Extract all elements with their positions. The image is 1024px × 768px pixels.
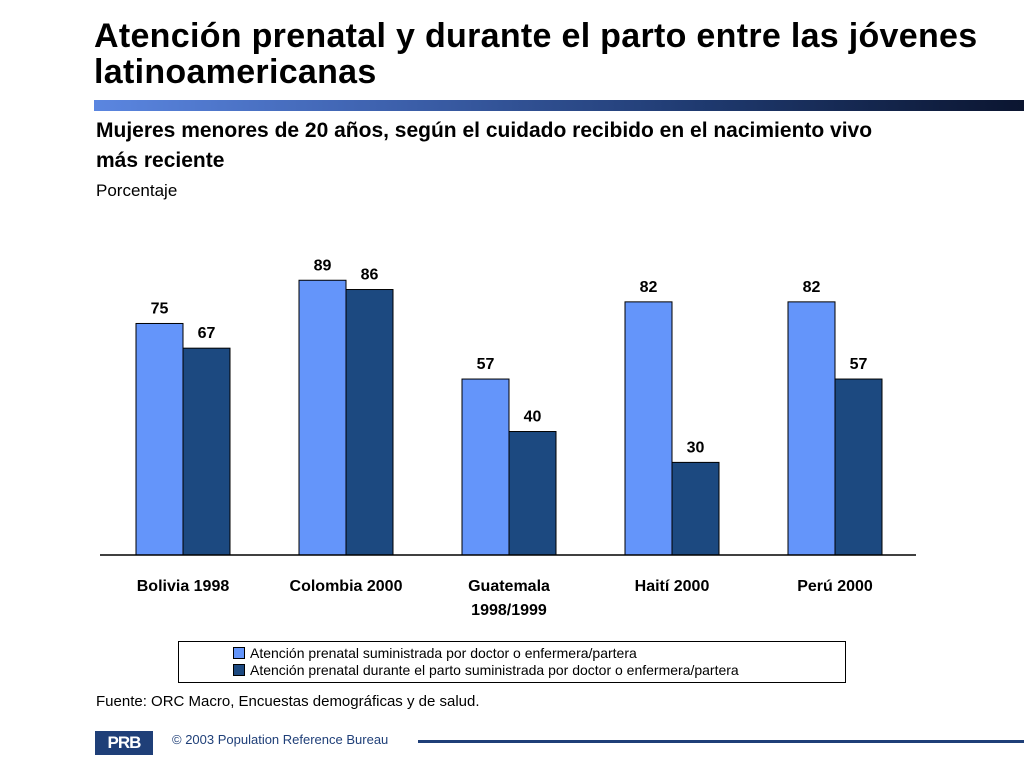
bar-chart: 75 67 Bolivia 1998 89 86 Colombia 2000 57 40 Gua… [100, 257, 916, 619]
source-note: Fuente: ORC Macro, Encuestas demográfica… [96, 693, 480, 710]
bar-1-1 [298, 279, 347, 556]
prb-logo: PRB [95, 731, 153, 755]
footer-divider [418, 740, 1024, 743]
data-label-2-1: 86 [361, 267, 379, 284]
data-label-2-3: 30 [687, 439, 705, 456]
x-tick-label-0: Bolivia 1998 [137, 578, 230, 595]
bar-2-1 [345, 289, 394, 556]
legend-item-series-2: Atención prenatal durante el parto sumin… [233, 662, 739, 678]
bar-1-2 [461, 378, 510, 556]
data-label-2-4: 57 [850, 356, 868, 373]
data-label-1-0: 75 [151, 300, 169, 317]
bar-1-3 [624, 301, 673, 556]
chart-subtitle: Mujeres menores de 20 años, según el cui… [96, 119, 873, 172]
legend-swatch-series-1 [233, 647, 245, 659]
legend-label-series-1: Atención prenatal suministrada por docto… [250, 645, 637, 661]
legend-label-series-2: Atención prenatal durante el parto sumin… [250, 662, 739, 678]
bar-1-0 [135, 322, 184, 556]
data-label-1-2: 57 [477, 356, 495, 373]
bar-2-4 [834, 378, 883, 556]
copyright-text: © 2003 Population Reference Bureau [172, 732, 389, 747]
data-label-2-2: 40 [524, 409, 542, 426]
title-divider [94, 100, 1024, 111]
bar-2-2 [508, 431, 557, 556]
data-label-2-0: 67 [198, 325, 216, 342]
x-tick-label-2: Guatemala 1998/1999 [468, 578, 550, 619]
x-tick-label-3: Haití 2000 [635, 578, 710, 595]
data-label-1-3: 82 [640, 279, 658, 296]
bar-2-0 [182, 347, 231, 556]
legend-swatch-series-2 [233, 664, 245, 676]
data-label-1-1: 89 [314, 257, 332, 274]
unit-label: Porcentaje [96, 181, 178, 200]
x-tick-label-1: Colombia 2000 [290, 578, 403, 595]
page-title: Atención prenatal y durante el parto ent… [94, 17, 978, 91]
bar-1-4 [787, 301, 836, 556]
legend-item-series-1: Atención prenatal suministrada por docto… [233, 645, 637, 661]
bar-2-3 [671, 461, 720, 556]
data-label-1-4: 82 [803, 279, 821, 296]
x-tick-label-4: Perú 2000 [797, 578, 873, 595]
chart-legend: Atención prenatal suministrada por docto… [178, 641, 846, 683]
